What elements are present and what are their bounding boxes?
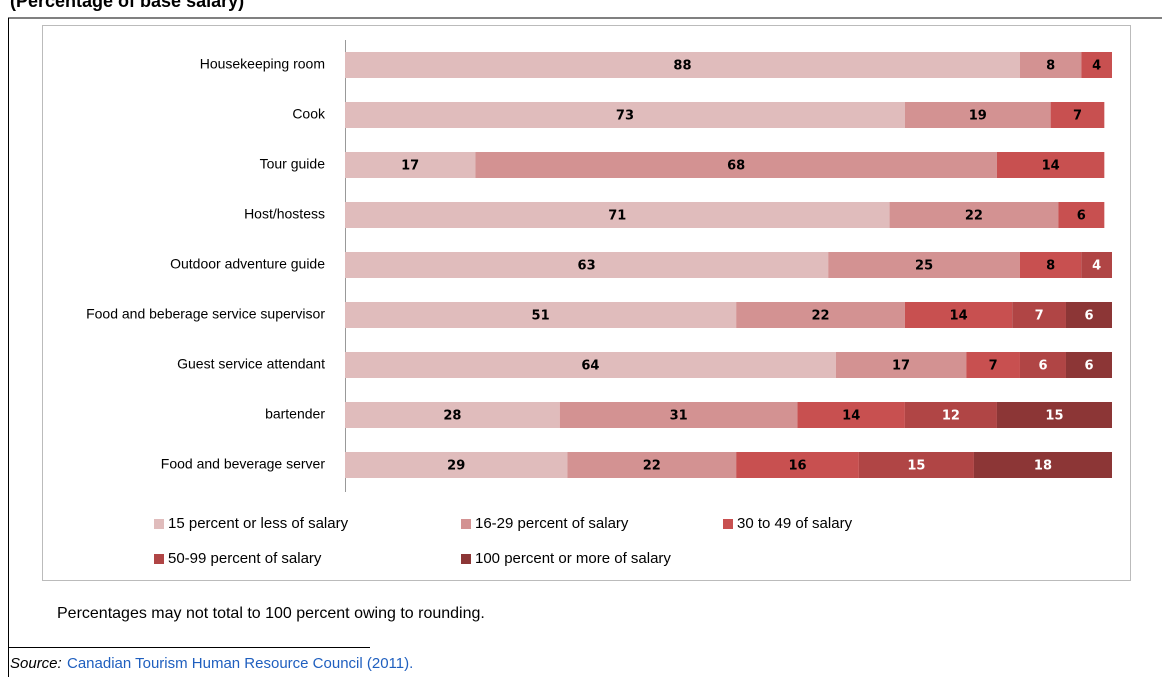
- bar-segment: [345, 302, 737, 328]
- bar-segment: [559, 402, 798, 428]
- bar-segment: [345, 102, 905, 128]
- data-label: 64: [581, 359, 599, 374]
- bar-segment: [736, 452, 859, 478]
- data-label: 31: [670, 409, 688, 424]
- bar-segment: [973, 452, 1112, 478]
- bar-segment: [1081, 252, 1112, 278]
- data-label: 17: [401, 159, 419, 174]
- data-label: 6: [1084, 309, 1093, 324]
- y-tick-label: bartender: [265, 406, 325, 422]
- bar-segment: [1019, 352, 1066, 378]
- data-label: 71: [608, 209, 626, 224]
- data-label: 19: [969, 109, 987, 124]
- data-label: 16: [788, 459, 806, 474]
- data-label: 18: [1034, 459, 1052, 474]
- data-label: 15: [907, 459, 925, 474]
- data-label: 22: [811, 309, 829, 324]
- legend-swatch: [461, 519, 471, 529]
- data-label: 14: [1042, 159, 1060, 174]
- bar-segment: [996, 402, 1112, 428]
- data-label: 68: [727, 159, 745, 174]
- legend-swatch: [723, 519, 733, 529]
- source-label: Source:: [10, 655, 62, 672]
- bar-segment: [858, 452, 974, 478]
- data-label: 51: [532, 309, 550, 324]
- bar-segment: [1019, 252, 1082, 278]
- bar-segment: [1058, 202, 1105, 228]
- data-label: 63: [578, 259, 596, 274]
- legend-swatch: [154, 554, 164, 564]
- bar-segment: [345, 452, 568, 478]
- bar-segment: [889, 202, 1059, 228]
- legend-swatch: [154, 519, 164, 529]
- data-label: 7: [1035, 309, 1044, 324]
- legend-label: 100 percent or more of salary: [475, 550, 671, 567]
- data-label: 88: [673, 59, 691, 74]
- data-label: 6: [1038, 359, 1047, 374]
- bar-segment: [828, 252, 1020, 278]
- bar-segment: [966, 352, 1020, 378]
- data-label: 8: [1046, 59, 1055, 74]
- y-tick-label: Food and beverage server: [161, 456, 326, 472]
- data-label: 4: [1092, 259, 1101, 274]
- bar-segment: [345, 402, 560, 428]
- bar-segment: [475, 152, 997, 178]
- data-label: 22: [643, 459, 661, 474]
- data-label: 4: [1092, 59, 1101, 74]
- y-tick-label: Guest service attendant: [177, 356, 325, 372]
- legend-label: 16-29 percent of salary: [475, 515, 629, 532]
- data-label: 15: [1045, 409, 1063, 424]
- source-link[interactable]: Canadian Tourism Human Resource Council …: [67, 655, 413, 672]
- note: Percentages may not total to 100 percent…: [57, 605, 485, 622]
- data-label: 8: [1046, 259, 1055, 274]
- bar-segment: [996, 152, 1105, 178]
- chart-title: (Percentage of base salary): [10, 0, 244, 11]
- legend-label: 15 percent or less of salary: [168, 515, 349, 532]
- y-tick-label: Cook: [292, 106, 326, 122]
- bar-segment: [345, 202, 890, 228]
- data-label: 29: [447, 459, 465, 474]
- bar-segment: [345, 352, 836, 378]
- bar-segment: [567, 452, 737, 478]
- bar-segment: [835, 352, 967, 378]
- data-label: 12: [942, 409, 960, 424]
- y-tick-label: Tour guide: [260, 156, 326, 172]
- bar-segment: [345, 252, 829, 278]
- plot-frame: [42, 25, 1131, 581]
- data-label: 22: [965, 209, 983, 224]
- data-label: 17: [892, 359, 910, 374]
- y-tick-label: Housekeeping room: [200, 56, 325, 72]
- y-tick-label: Outdoor adventure guide: [170, 256, 325, 272]
- bar-segment: [904, 102, 1051, 128]
- bar-segment: [1081, 52, 1112, 78]
- bar-segment: [736, 302, 905, 328]
- data-label: 6: [1077, 209, 1086, 224]
- data-label: 7: [989, 359, 998, 374]
- bar-segment: [904, 302, 1013, 328]
- legend-label: 30 to 49 of salary: [737, 515, 853, 532]
- bar-segment: [1065, 352, 1112, 378]
- data-label: 14: [950, 309, 968, 324]
- bar-segment: [345, 52, 1020, 78]
- y-tick-label: Food and beberage service supervisor: [86, 306, 325, 322]
- bar-segment: [904, 402, 997, 428]
- bar-segment: [1019, 52, 1082, 78]
- data-label: 14: [842, 409, 860, 424]
- data-label: 25: [915, 259, 933, 274]
- data-label: 6: [1084, 359, 1093, 374]
- bar-segment: [797, 402, 905, 428]
- data-label: 28: [443, 409, 461, 424]
- y-tick-label: Host/hostess: [244, 206, 325, 222]
- legend-swatch: [461, 554, 471, 564]
- bar-segment: [345, 152, 476, 178]
- data-label: 73: [616, 109, 634, 124]
- legend-label: 50-99 percent of salary: [168, 550, 322, 567]
- bar-segment: [1012, 302, 1066, 328]
- data-label: 7: [1073, 109, 1082, 124]
- bar-segment: [1065, 302, 1112, 328]
- bar-segment: [1050, 102, 1105, 128]
